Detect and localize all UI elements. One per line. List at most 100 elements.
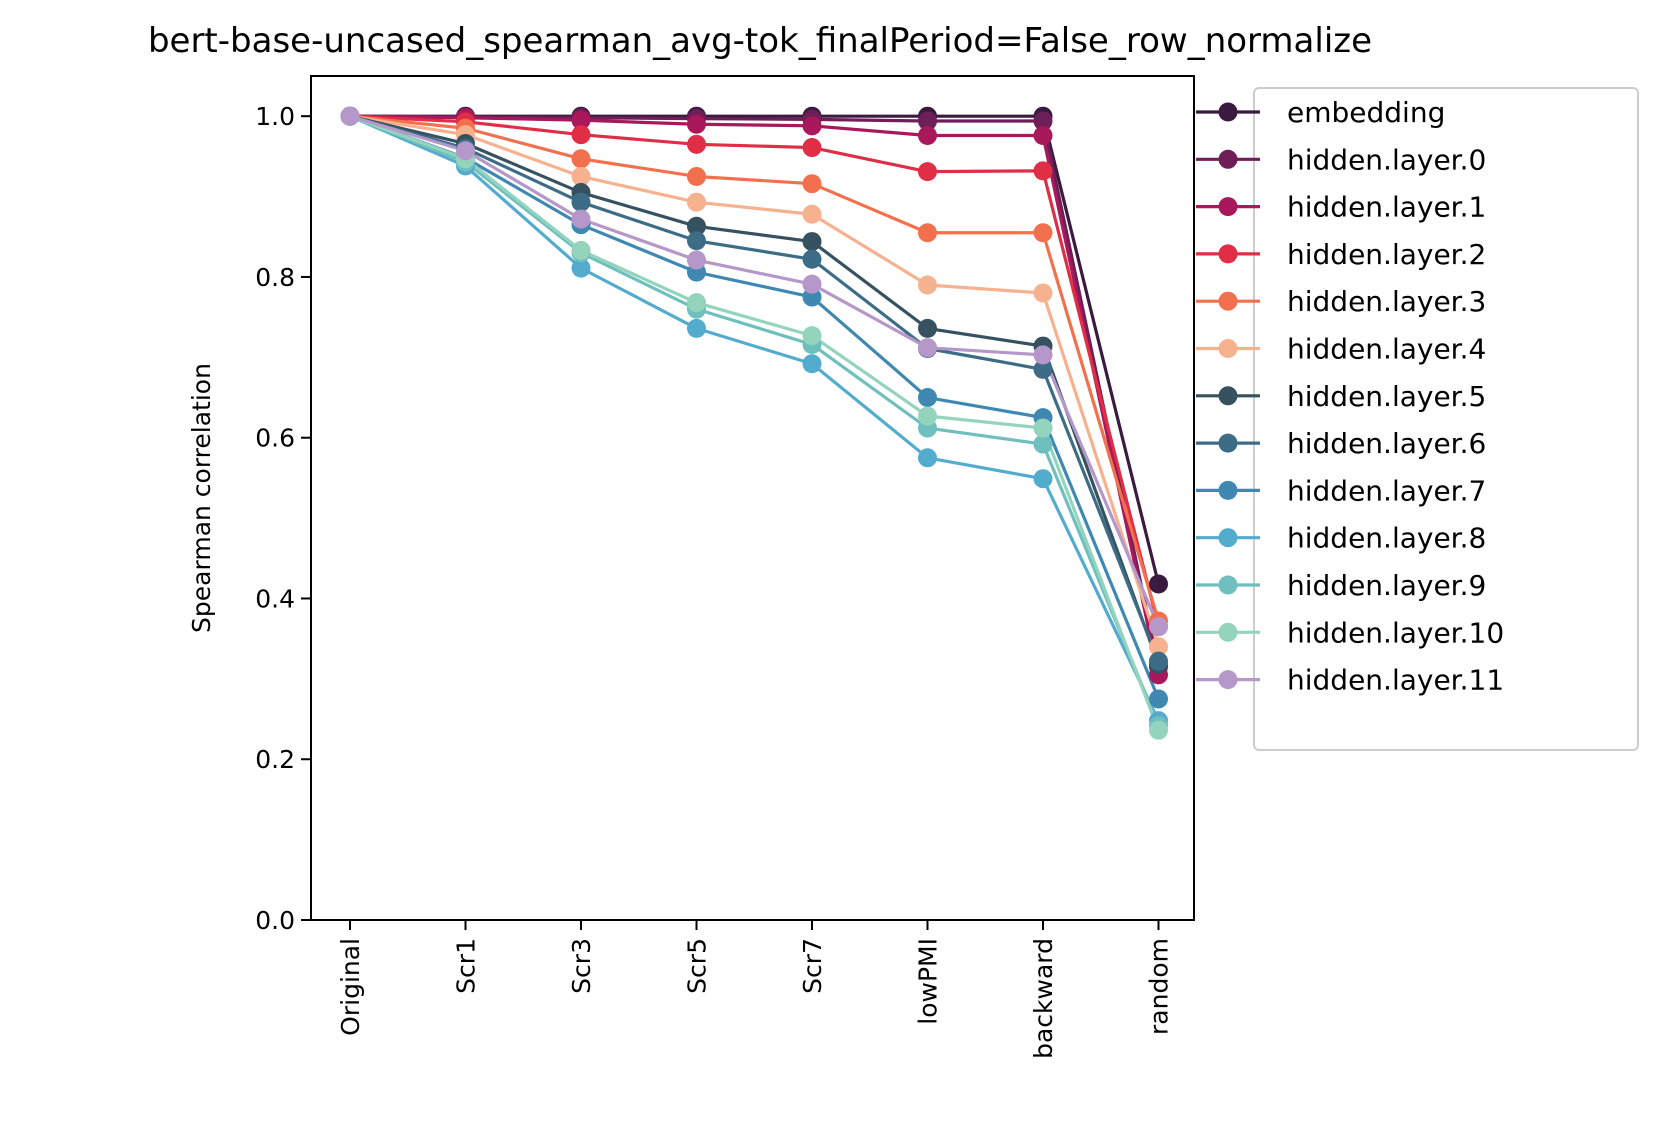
data-point-hidden-layer-11 [802, 274, 822, 294]
legend-marker [1218, 339, 1238, 358]
data-point-hidden-layer-8 [687, 318, 706, 338]
legend-marker [1218, 575, 1238, 595]
legend-marker [1218, 433, 1238, 453]
plot-area-frame [310, 75, 1195, 921]
data-point-hidden-layer-8 [571, 258, 591, 278]
data-point-hidden-layer-9 [1033, 434, 1053, 454]
data-point-hidden-layer-0 [1033, 111, 1053, 131]
legend-marker [1218, 291, 1238, 311]
data-point-hidden-layer-8 [918, 448, 937, 468]
data-point-hidden-layer-2 [918, 162, 937, 182]
x-tick-label: Scr1 [452, 938, 481, 994]
legend-label: hidden.layer.11 [1287, 664, 1504, 697]
series-line-hidden-layer-2 [349, 114, 1161, 628]
series-markers [340, 106, 1168, 740]
series-line-hidden-layer-8 [349, 114, 1160, 722]
data-point-hidden-layer-7 [1149, 689, 1168, 709]
series-line-hidden-layer-10 [349, 114, 1160, 731]
legend-marker [1218, 149, 1238, 169]
data-point-hidden-layer-2 [571, 125, 591, 145]
data-point-hidden-layer-6 [687, 231, 706, 251]
data-point-hidden-layer-3 [687, 166, 706, 186]
data-point-hidden-layer-7 [918, 388, 937, 408]
series-line-hidden-layer-0 [349, 114, 1161, 668]
legend-item: hidden.layer.4 [1196, 333, 1486, 366]
x-axis: Original Scr1 Scr3 Scr5 Scr7 lowPMI backward ra… [336, 920, 1174, 1059]
legend-item: hidden.layer.10 [1196, 616, 1504, 649]
legend-item: hidden.layer.5 [1196, 380, 1486, 413]
data-point-hidden-layer-10 [802, 326, 822, 346]
y-axis-label: Spearman correlation [187, 363, 216, 633]
legend-marker [1218, 197, 1238, 217]
data-point-hidden-layer-3 [802, 174, 822, 194]
data-point-hidden-layer-6 [571, 192, 591, 212]
legend-label: hidden.layer.10 [1287, 616, 1504, 649]
x-tick-label: random [1145, 938, 1174, 1035]
data-point-hidden-layer-10 [918, 406, 937, 426]
series-lines [349, 114, 1161, 731]
data-point-hidden-layer-11 [918, 338, 937, 358]
legend-marker [1218, 622, 1238, 642]
data-point-hidden-layer-4 [1033, 283, 1053, 303]
x-tick-label: Original [336, 938, 365, 1036]
legend-marker [1218, 244, 1238, 264]
chart-title: bert-base-uncased_spearman_avg-tok_final… [148, 21, 1372, 61]
legend-marker [1218, 386, 1238, 406]
data-point-hidden-layer-3 [918, 223, 937, 243]
legend-item: hidden.layer.7 [1196, 474, 1486, 507]
series-line-hidden-layer-1 [349, 114, 1161, 676]
legend-item: hidden.layer.0 [1196, 143, 1486, 176]
y-tick-label: 0.8 [255, 263, 295, 292]
data-point-hidden-layer-10 [571, 240, 591, 260]
series-line-hidden-layer-3 [349, 114, 1161, 622]
legend-marker [1218, 670, 1238, 690]
legend-items: embedding hidden.layer.0 hidden.layer.1 hid… [1196, 96, 1504, 697]
legend-marker [1218, 528, 1238, 548]
data-point-hidden-layer-3 [571, 149, 591, 169]
legend-item: hidden.layer.2 [1196, 238, 1486, 271]
data-point-hidden-layer-1 [1033, 125, 1053, 145]
data-point-hidden-layer-5 [918, 318, 937, 338]
x-tick-label: lowPMI [914, 938, 943, 1025]
legend-label: hidden.layer.5 [1287, 380, 1486, 413]
series-line-hidden-layer-6 [349, 114, 1160, 662]
y-tick-label: 1.0 [255, 102, 295, 131]
y-tick-label: 0.0 [255, 906, 295, 935]
series-line-hidden-layer-7 [349, 114, 1160, 700]
data-point-hidden-layer-11 [340, 106, 360, 126]
data-point-hidden-layer-11 [1033, 345, 1053, 365]
x-tick-label: Scr7 [798, 938, 827, 994]
x-tick-label: Scr3 [567, 938, 596, 994]
legend-item: hidden.layer.8 [1196, 522, 1486, 555]
legend-item: hidden.layer.11 [1196, 664, 1504, 697]
data-point-hidden-layer-6 [802, 249, 822, 269]
legend-label: hidden.layer.9 [1287, 569, 1486, 602]
legend-label: hidden.layer.1 [1287, 191, 1486, 224]
data-point-hidden-layer-5 [802, 232, 822, 252]
x-tick-label: backward [1029, 938, 1058, 1059]
data-point-hidden-layer-2 [1033, 161, 1053, 181]
data-point-embedding [1149, 574, 1168, 594]
data-point-hidden-layer-11 [571, 209, 591, 229]
data-point-hidden-layer-3 [1033, 223, 1053, 243]
series-line-hidden-layer-9 [349, 114, 1160, 727]
legend-label: hidden.layer.7 [1287, 474, 1486, 507]
legend-label: hidden.layer.4 [1287, 333, 1486, 366]
data-point-hidden-layer-8 [802, 354, 822, 374]
data-point-hidden-layer-6 [1033, 359, 1053, 379]
data-point-hidden-layer-2 [802, 138, 822, 158]
data-point-hidden-layer-1 [687, 114, 706, 134]
data-point-hidden-layer-1 [571, 110, 591, 130]
data-point-hidden-layer-1 [918, 125, 937, 145]
legend-label: hidden.layer.3 [1287, 285, 1486, 318]
legend-label: hidden.layer.8 [1287, 522, 1486, 555]
legend-marker [1218, 102, 1238, 122]
legend-label: hidden.layer.0 [1287, 143, 1486, 176]
data-point-hidden-layer-1 [802, 116, 822, 136]
data-point-hidden-layer-11 [687, 250, 706, 270]
data-point-hidden-layer-4 [802, 204, 822, 224]
y-tick-label: 0.6 [255, 424, 295, 453]
data-point-hidden-layer-10 [1033, 418, 1053, 438]
data-point-hidden-layer-11 [1149, 617, 1168, 637]
